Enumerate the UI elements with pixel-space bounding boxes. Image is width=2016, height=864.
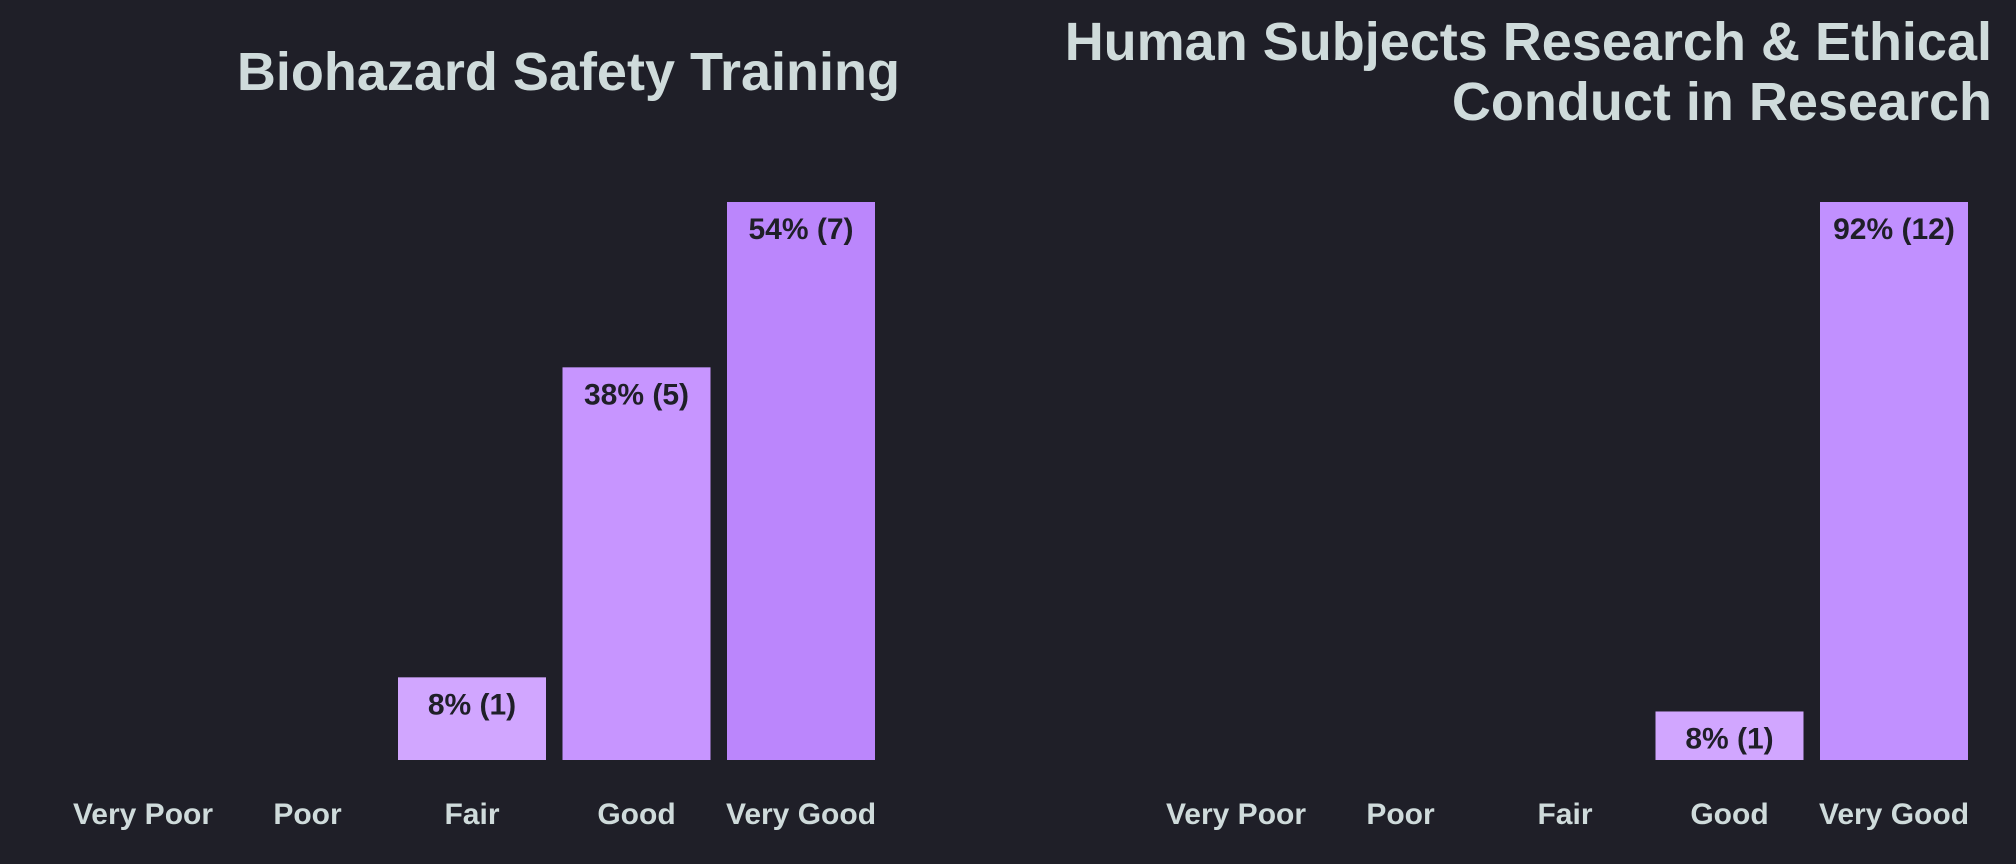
x-tick-label: Very Good — [1819, 798, 1969, 831]
bar-fair — [398, 677, 546, 760]
x-tick-label: Fair — [1537, 798, 1592, 831]
x-tick-label: Good — [1690, 798, 1768, 831]
bar-data-label: 92% (12) — [1833, 213, 1955, 246]
x-tick-label: Good — [597, 798, 675, 831]
chart-title: Biohazard Safety Training — [237, 42, 900, 102]
x-tick-label: Poor — [273, 798, 342, 831]
x-tick-label: Very Good — [726, 798, 876, 831]
chart-title: Conduct in Research — [1452, 72, 1992, 132]
bar-very-good — [1820, 202, 1968, 760]
bar-data-label: 38% (5) — [584, 378, 689, 411]
x-tick-label: Poor — [1366, 798, 1435, 831]
bar-good — [562, 367, 711, 760]
x-tick-label: Very Poor — [73, 798, 213, 831]
x-tick-label: Very Poor — [1166, 798, 1306, 831]
chart-panel-human-subjects: Human Subjects Research & EthicalConduct… — [1065, 12, 1992, 831]
bar-good — [1655, 711, 1804, 760]
bar-data-label: 8% (1) — [428, 688, 516, 721]
bar-data-label: 54% (7) — [748, 213, 853, 246]
chart-title: Human Subjects Research & Ethical — [1065, 12, 1992, 72]
bar-very-good — [727, 202, 875, 760]
bar-data-label: 8% (1) — [1685, 722, 1773, 755]
chart-panel-biohazard: Biohazard Safety Training Very Poor Poor 8%… — [73, 42, 900, 831]
x-tick-label: Fair — [444, 798, 499, 831]
